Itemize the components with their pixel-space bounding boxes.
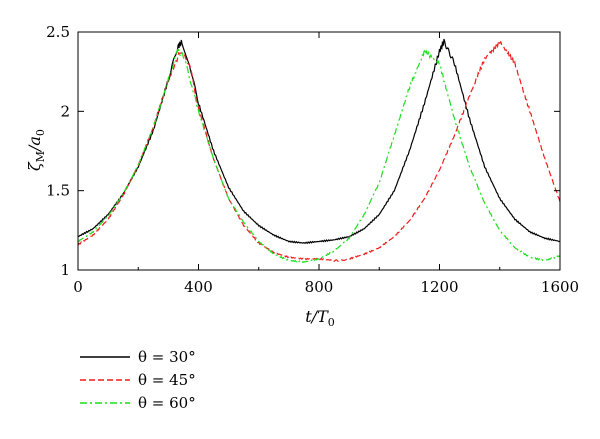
series-line bbox=[77, 38, 561, 245]
x-tick-label: 1200 bbox=[420, 278, 458, 296]
x-tick-label: 0 bbox=[73, 278, 83, 296]
series-line bbox=[77, 48, 561, 264]
y-tick-label: 1 bbox=[60, 261, 70, 279]
y-tick-label: 1.5 bbox=[46, 182, 70, 200]
series-line bbox=[77, 38, 561, 262]
axes-layer: 0 400 800 1200 1600 1 1.5 2 2.5 bbox=[46, 23, 579, 296]
legend-label: θ = 45° bbox=[138, 371, 196, 389]
x-axis-label: t/T0 bbox=[305, 307, 335, 329]
plot-frame bbox=[77, 31, 561, 271]
legend-label: θ = 30° bbox=[138, 348, 196, 366]
legend-label: θ = 60° bbox=[138, 394, 196, 412]
x-tick-label: 1600 bbox=[541, 278, 579, 296]
x-tick-label: 800 bbox=[305, 278, 334, 296]
series-layer bbox=[77, 38, 561, 264]
y-axis-label: ζM/a0 bbox=[25, 129, 47, 171]
x-tick-label: 400 bbox=[184, 278, 213, 296]
y-tick-label: 2 bbox=[60, 102, 70, 120]
legend: θ = 30° θ = 45° θ = 60° bbox=[80, 348, 196, 412]
y-tick-label: 2.5 bbox=[46, 23, 70, 41]
